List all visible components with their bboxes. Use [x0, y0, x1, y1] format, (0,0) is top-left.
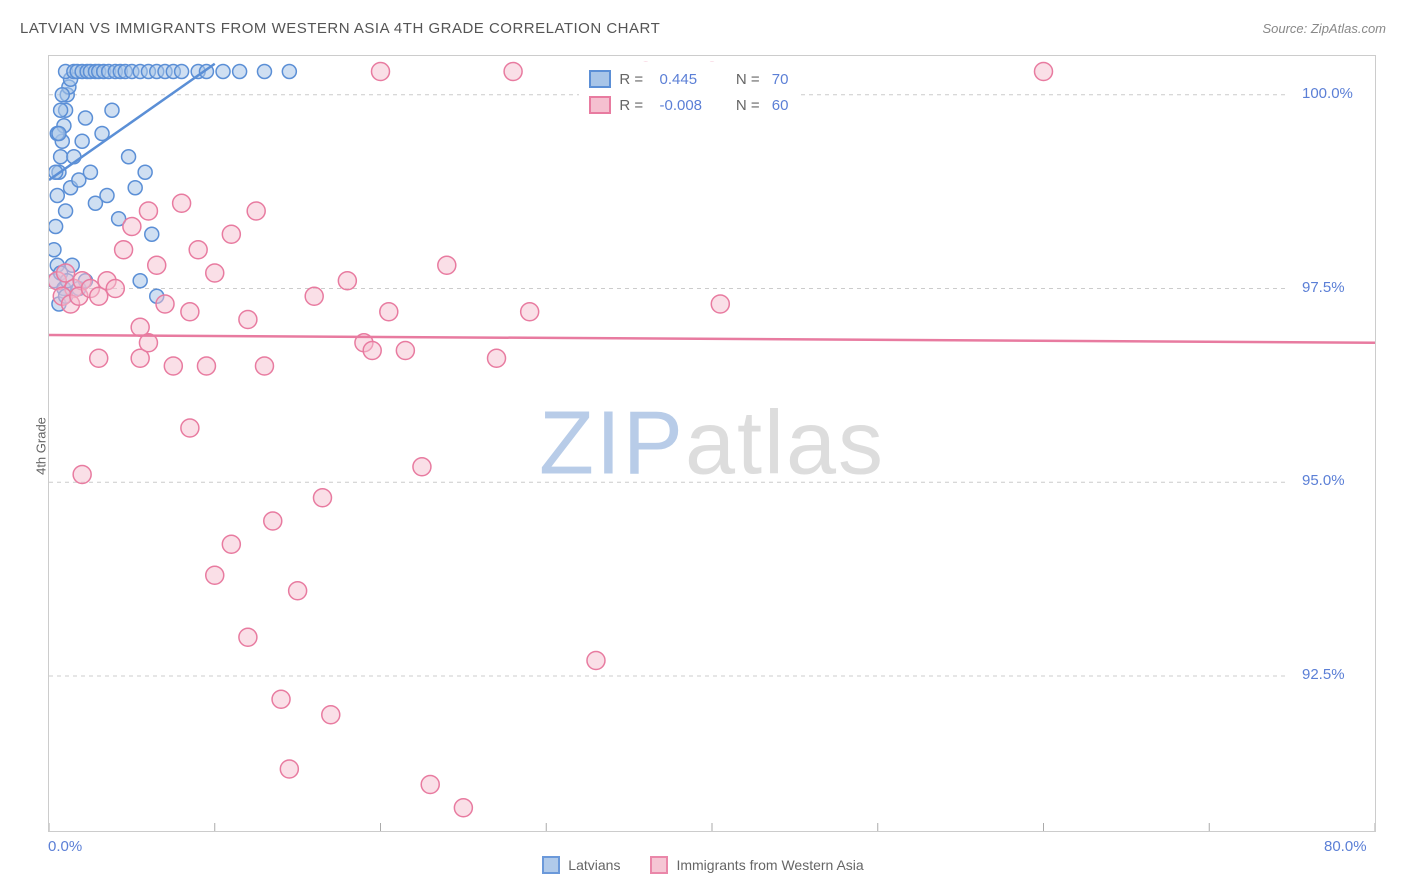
- y-axis-label: 4th Grade: [33, 417, 48, 475]
- x-tick-label: 80.0%: [1324, 838, 1367, 855]
- corr-swatch-icon: [589, 96, 611, 114]
- legend-label: Latvians: [568, 857, 620, 873]
- legend-item-immigrants: Immigrants from Western Asia: [650, 856, 863, 874]
- scatter-svg: [49, 56, 1375, 831]
- corr-n-label: N =: [723, 97, 763, 114]
- plot-area: ZIPatlas R = 0.445 N = 70R = -0.008 N = …: [48, 55, 1376, 832]
- corr-n-value: 60: [772, 97, 789, 114]
- corr-r-label: R =: [619, 71, 647, 88]
- corr-swatch-icon: [589, 70, 611, 88]
- corr-row: R = 0.445 N = 70: [589, 66, 788, 92]
- legend-swatch-icon: [542, 856, 560, 874]
- y-tick-label: 97.5%: [1302, 279, 1345, 296]
- y-tick-label: 100.0%: [1302, 85, 1353, 102]
- corr-r-value: 0.445: [655, 71, 715, 88]
- y-tick-label: 92.5%: [1302, 666, 1345, 683]
- corr-n-value: 70: [772, 71, 789, 88]
- legend-item-latvians: Latvians: [542, 856, 620, 874]
- corr-r-value: -0.008: [655, 97, 715, 114]
- title-bar: LATVIAN VS IMMIGRANTS FROM WESTERN ASIA …: [20, 20, 1386, 37]
- legend-label: Immigrants from Western Asia: [676, 857, 863, 873]
- y-tick-label: 95.0%: [1302, 472, 1345, 489]
- bottom-legend: Latvians Immigrants from Western Asia: [0, 856, 1406, 874]
- source-label: Source: ZipAtlas.com: [1262, 21, 1386, 36]
- corr-r-label: R =: [619, 97, 647, 114]
- legend-swatch-icon: [650, 856, 668, 874]
- correlation-legend: R = 0.445 N = 70R = -0.008 N = 60: [579, 62, 798, 122]
- chart-title: LATVIAN VS IMMIGRANTS FROM WESTERN ASIA …: [20, 20, 660, 37]
- corr-n-label: N =: [723, 71, 763, 88]
- corr-row: R = -0.008 N = 60: [589, 92, 788, 118]
- x-tick-label: 0.0%: [48, 838, 82, 855]
